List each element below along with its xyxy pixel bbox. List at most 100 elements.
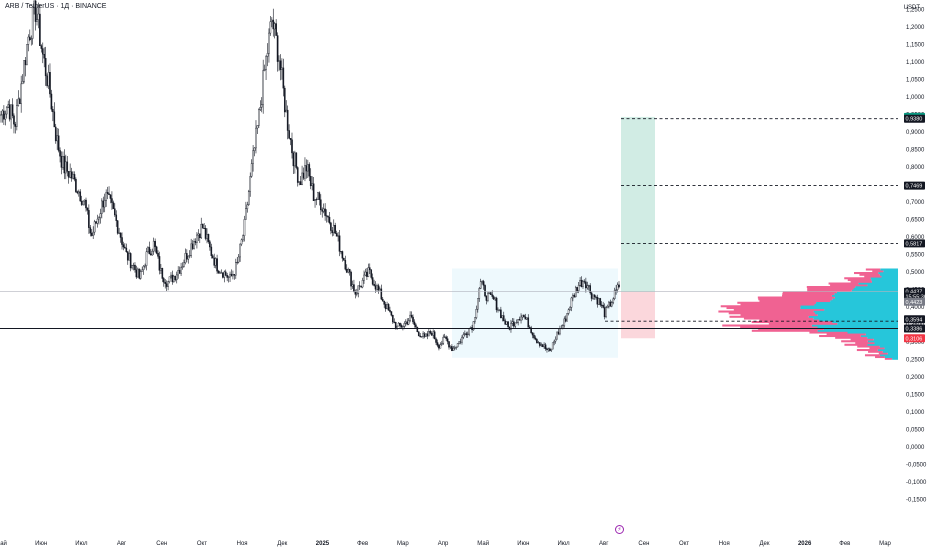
- candle-body: [462, 334, 465, 338]
- vp-bar-down: [740, 303, 815, 306]
- candle-body: [250, 163, 253, 177]
- candle-body: [34, 0, 37, 22]
- candle-body: [393, 321, 396, 323]
- candle-body: [475, 309, 478, 318]
- time-tick-label: 2026: [798, 541, 812, 547]
- candle-body: [379, 288, 381, 291]
- vp-bar-down: [859, 273, 880, 276]
- candle-body: [451, 346, 453, 351]
- price-tick-label: 1,0000: [906, 95, 925, 101]
- candle-body: [20, 83, 22, 104]
- vp-bar-up: [847, 331, 898, 334]
- candle-body: [3, 110, 5, 120]
- candle-body: [291, 139, 293, 154]
- candle-body: [23, 60, 25, 82]
- candle-body: [16, 105, 18, 127]
- candle-body: [95, 221, 97, 224]
- candle-body: [111, 198, 113, 203]
- candle-body: [177, 270, 179, 276]
- candle-body: [350, 271, 352, 287]
- candle-body: [86, 207, 89, 211]
- candle-body: [67, 171, 70, 178]
- candle-body: [18, 98, 21, 104]
- candle-body: [222, 272, 224, 278]
- candle-body: [308, 164, 311, 177]
- candle-body: [325, 215, 328, 217]
- candle-body: [426, 333, 429, 337]
- candle-body: [315, 199, 318, 201]
- candle-body: [56, 135, 58, 142]
- candle-body: [318, 192, 321, 200]
- candle-body: [93, 221, 96, 233]
- vp-bar-up: [871, 279, 898, 282]
- candle-body: [124, 246, 126, 249]
- candle-body: [606, 306, 609, 308]
- candle-body: [590, 292, 593, 299]
- candle-body: [175, 274, 178, 281]
- vp-bar-down: [751, 321, 833, 324]
- price-tick-label: 0,4000: [906, 305, 925, 311]
- candle-body: [515, 322, 518, 324]
- candle-body: [47, 72, 50, 87]
- price-tick-label: 0,5500: [906, 253, 925, 259]
- candle-body: [253, 147, 256, 151]
- candle-body: [366, 271, 368, 277]
- candle-body: [569, 307, 571, 310]
- candle-body: [335, 233, 338, 237]
- time-tick-label: Июл: [557, 541, 570, 547]
- candle-body: [618, 284, 620, 288]
- vp-bar-down: [850, 280, 872, 283]
- vp-bar-down: [737, 301, 817, 304]
- candle-body: [351, 284, 354, 287]
- vp-bar-up: [879, 345, 898, 348]
- price-tag: [904, 239, 925, 248]
- vp-bar-down: [844, 343, 868, 346]
- candle-body: [610, 302, 613, 307]
- candle-body: [209, 241, 211, 248]
- currency-label[interactable]: USDT: [903, 5, 920, 11]
- candle-body: [402, 326, 404, 328]
- candle-body: [574, 287, 577, 297]
- candle-body: [343, 258, 345, 261]
- candle-body: [170, 274, 172, 277]
- candle-body: [44, 58, 47, 77]
- vp-bar-down: [759, 300, 831, 303]
- candle-body: [295, 152, 298, 168]
- candle-body: [279, 60, 282, 70]
- candle-body: [550, 348, 553, 351]
- candle-body: [500, 309, 502, 319]
- candle-body: [504, 320, 506, 325]
- vp-bar-down: [733, 308, 825, 311]
- candle-body: [243, 219, 246, 236]
- candle-body: [219, 272, 221, 274]
- candle-body: [129, 253, 132, 269]
- candle-body: [24, 60, 27, 66]
- candle-body: [603, 307, 606, 318]
- candle-body: [98, 217, 100, 220]
- time-tick-label: Фев: [357, 541, 368, 547]
- candle-body: [466, 333, 469, 335]
- candle-body: [160, 268, 162, 271]
- candle-body: [260, 104, 263, 108]
- candle-body: [449, 346, 452, 348]
- lightning-icon[interactable]: ⚡: [615, 525, 624, 534]
- price-tick-label: 1,1500: [906, 43, 925, 49]
- candle-body: [187, 255, 190, 260]
- price-tag-label: 0,4423: [906, 300, 923, 306]
- price-tick-label: 0,5000: [906, 270, 925, 276]
- candle-body: [357, 285, 360, 294]
- candle-body: [289, 138, 292, 140]
- candle-body: [484, 285, 486, 297]
- candle-body: [347, 268, 349, 273]
- candle-body: [60, 156, 63, 168]
- candle-body: [433, 331, 436, 340]
- candle-body: [197, 233, 200, 236]
- vp-bar-down: [865, 268, 881, 271]
- candle-body: [223, 271, 226, 278]
- symbol-title[interactable]: ARB / TetherUS · 1Д · BINANCE: [5, 3, 107, 10]
- candle-body: [547, 348, 550, 350]
- candle-body: [546, 348, 548, 350]
- candle-body: [562, 325, 564, 329]
- candle-body: [582, 281, 584, 287]
